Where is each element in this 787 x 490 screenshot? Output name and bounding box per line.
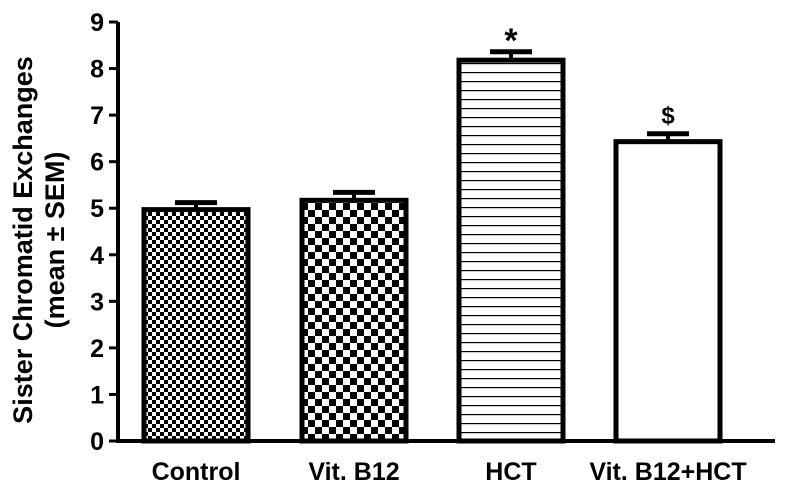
significance-marker-vit-b12-hct: $ <box>661 103 675 130</box>
y-tick-label-4: 4 <box>90 242 104 270</box>
y-tick-label-8: 8 <box>90 56 104 84</box>
y-tick-label-5: 5 <box>90 195 104 223</box>
y-axis-ticks: 0 1 2 3 4 5 6 7 8 9 <box>90 9 118 456</box>
y-axis-label-line-2: (mean ± SEM) <box>40 152 70 329</box>
y-tick-label-2: 2 <box>90 335 104 363</box>
y-tick-label-9: 9 <box>90 9 104 37</box>
significance-marker-hct: * <box>504 22 518 60</box>
bar-vit-b12-hct <box>613 139 723 444</box>
bars <box>141 57 723 444</box>
x-tick-label-control: Control <box>152 458 241 485</box>
x-tick-label-hct: HCT <box>485 458 536 485</box>
y-tick-label-1: 1 <box>90 381 104 409</box>
y-tick-label-0: 0 <box>90 428 104 456</box>
bar-control <box>141 207 251 444</box>
y-tick-label-7: 7 <box>90 102 104 130</box>
significance-markers: *$ <box>504 22 675 130</box>
x-tick-label-vit-b12-hct: Vit. B12+HCT <box>589 458 746 485</box>
y-tick-label-3: 3 <box>90 288 104 316</box>
y-axis-label-line-1: Sister Chromatid Exchanges <box>8 56 38 424</box>
y-tick-label-6: 6 <box>90 149 104 177</box>
x-axis-tick-labels: Control Vit. B12 HCT Vit. B12+HCT <box>152 458 747 486</box>
error-bars <box>175 49 689 210</box>
x-tick-label-vit-b12: Vit. B12 <box>308 458 399 485</box>
bar-vit-b12 <box>299 197 409 444</box>
bar-hct <box>456 57 566 444</box>
